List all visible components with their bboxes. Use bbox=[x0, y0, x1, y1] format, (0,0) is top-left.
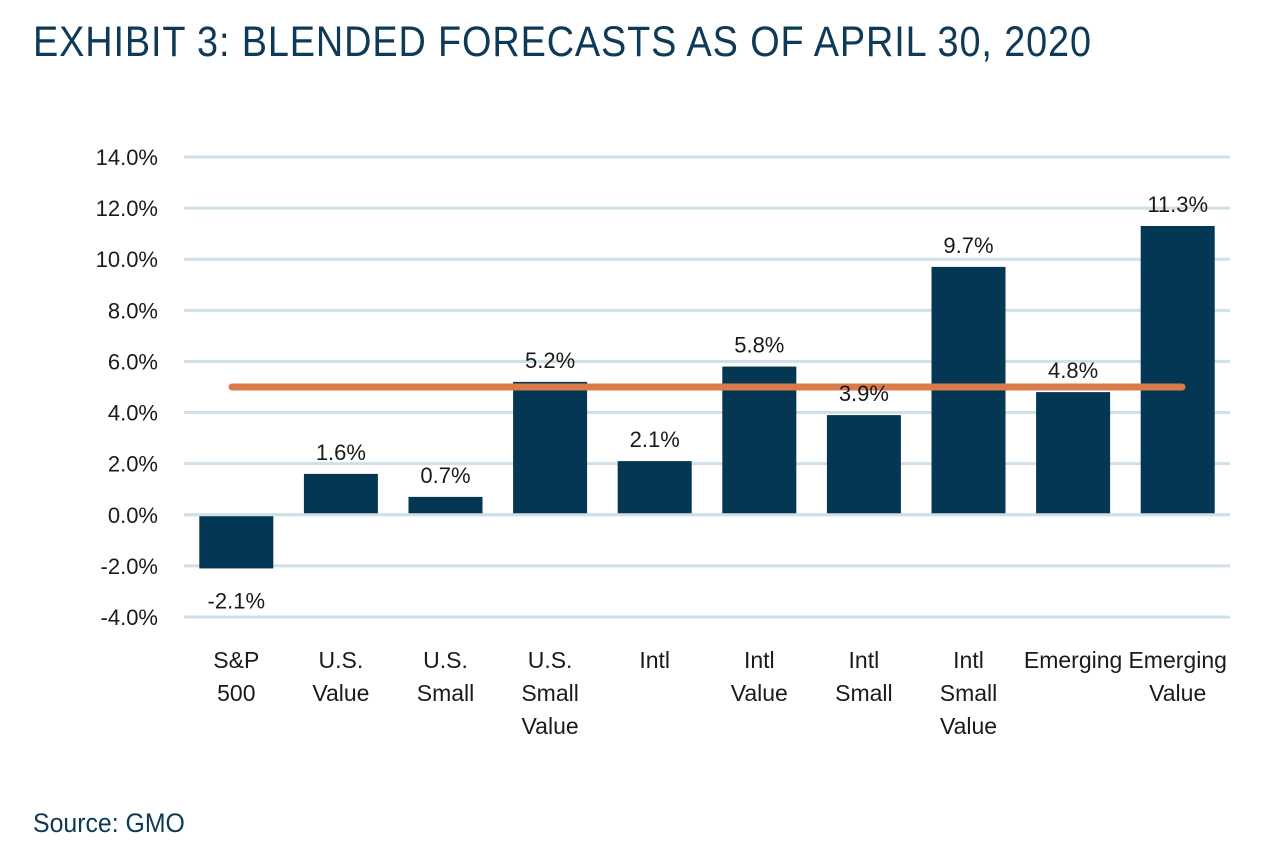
category-label: Value bbox=[312, 680, 369, 706]
bar bbox=[408, 496, 483, 515]
category-label: Intl bbox=[639, 647, 670, 673]
data-label: 2.1% bbox=[630, 427, 680, 452]
chart-title: EXHIBIT 3: BLENDED FORECASTS AS OF APRIL… bbox=[33, 18, 1092, 66]
y-tick-label: 10.0% bbox=[96, 247, 158, 272]
category-label: Small bbox=[417, 680, 475, 706]
y-tick-label: 4.0% bbox=[108, 401, 158, 426]
data-labels: -2.1% 1.6% 0.7% 5.2% 2.1% 5.8% 3.9% 9.7% 4.8% 11.… bbox=[208, 192, 1209, 613]
data-label: 3.9% bbox=[839, 381, 889, 406]
y-axis-tick-labels: 14.0% 12.0% 10.0% 8.0% 6.0% 4.0% 2.0% 0.0% -2.0%… bbox=[96, 145, 158, 630]
category-label: U.S. bbox=[528, 647, 573, 673]
data-label: 11.3% bbox=[1147, 192, 1208, 217]
bar bbox=[722, 366, 797, 515]
y-tick-label: -4.0% bbox=[101, 605, 158, 630]
data-label: 5.2% bbox=[525, 348, 575, 373]
y-tick-label: -2.0% bbox=[101, 554, 158, 579]
category-label: Emerging bbox=[1128, 647, 1226, 673]
category-label: Value bbox=[1149, 680, 1206, 706]
category-label: Value bbox=[522, 713, 579, 739]
x-axis-category-labels: S&P 500 U.S. Value U.S. Small U.S. Small Value In… bbox=[213, 647, 1227, 739]
data-label: -2.1% bbox=[208, 588, 265, 613]
category-label: S&P bbox=[213, 647, 259, 673]
category-label: 500 bbox=[217, 680, 255, 706]
data-label: 0.7% bbox=[420, 463, 470, 488]
data-label: 5.8% bbox=[734, 333, 784, 358]
y-tick-label: 2.0% bbox=[108, 452, 158, 477]
category-label: U.S. bbox=[423, 647, 468, 673]
data-label: 9.7% bbox=[943, 233, 993, 258]
y-tick-label: 0.0% bbox=[108, 503, 158, 528]
bars bbox=[199, 226, 1215, 569]
source-note: Source: GMO bbox=[33, 808, 185, 838]
category-label: Emerging bbox=[1024, 647, 1122, 673]
bar-chart: 14.0% 12.0% 10.0% 8.0% 6.0% 4.0% 2.0% 0.0% -2.0%… bbox=[96, 145, 1230, 739]
category-label: Small bbox=[521, 680, 579, 706]
category-label: U.S. bbox=[319, 647, 364, 673]
bar bbox=[303, 473, 378, 515]
bar bbox=[931, 266, 1006, 515]
category-label: Intl bbox=[849, 647, 880, 673]
category-label: Small bbox=[940, 680, 998, 706]
data-label: 4.8% bbox=[1048, 358, 1098, 383]
y-tick-label: 12.0% bbox=[96, 196, 158, 221]
bar bbox=[617, 461, 692, 515]
category-label: Value bbox=[940, 713, 997, 739]
bar bbox=[1036, 392, 1111, 515]
y-tick-label: 8.0% bbox=[108, 298, 158, 323]
bar bbox=[826, 415, 901, 515]
data-label: 1.6% bbox=[316, 440, 366, 465]
bar bbox=[199, 514, 274, 569]
y-tick-label: 14.0% bbox=[96, 145, 158, 170]
bar bbox=[1140, 226, 1215, 515]
category-label: Intl bbox=[744, 647, 775, 673]
category-label: Value bbox=[731, 680, 788, 706]
category-label: Small bbox=[835, 680, 893, 706]
bar bbox=[513, 381, 588, 515]
y-tick-label: 6.0% bbox=[108, 349, 158, 374]
category-label: Intl bbox=[953, 647, 984, 673]
